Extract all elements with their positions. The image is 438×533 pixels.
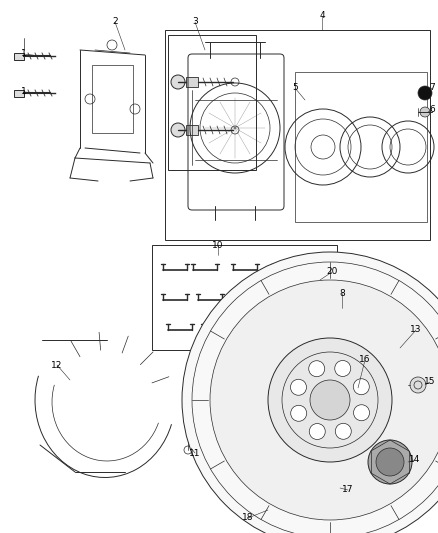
Circle shape — [352, 396, 360, 404]
Bar — [295, 72, 427, 222]
Text: 1: 1 — [21, 87, 27, 96]
Bar — [168, 35, 256, 170]
Circle shape — [300, 426, 308, 434]
Circle shape — [352, 426, 360, 434]
Circle shape — [376, 448, 404, 476]
Text: 12: 12 — [51, 360, 63, 369]
Circle shape — [300, 396, 308, 404]
Circle shape — [309, 424, 325, 440]
Bar — [390, 325, 428, 460]
Circle shape — [268, 338, 392, 462]
Bar — [14, 90, 24, 97]
Text: 7: 7 — [429, 84, 435, 93]
Text: 14: 14 — [410, 456, 420, 464]
Text: 18: 18 — [242, 513, 254, 522]
Circle shape — [410, 377, 426, 393]
Circle shape — [335, 360, 351, 376]
Text: 1: 1 — [21, 50, 27, 59]
Circle shape — [308, 393, 352, 437]
Text: 11: 11 — [189, 448, 201, 457]
Text: 15: 15 — [424, 377, 436, 386]
Text: 8: 8 — [339, 288, 345, 297]
Circle shape — [291, 405, 307, 421]
Text: 17: 17 — [342, 486, 354, 495]
Bar — [253, 498, 291, 522]
Text: 20: 20 — [326, 268, 338, 277]
Circle shape — [353, 379, 369, 395]
Circle shape — [368, 440, 412, 484]
Circle shape — [282, 367, 378, 463]
Circle shape — [290, 379, 307, 395]
Circle shape — [326, 441, 334, 449]
Text: 6: 6 — [429, 106, 435, 115]
Circle shape — [310, 380, 350, 420]
Text: 13: 13 — [410, 326, 422, 335]
Circle shape — [353, 405, 370, 421]
Bar — [14, 53, 24, 60]
Bar — [265, 318, 317, 476]
Circle shape — [182, 252, 438, 533]
Circle shape — [210, 280, 438, 520]
Bar — [267, 382, 315, 474]
Circle shape — [420, 107, 430, 117]
Bar — [152, 245, 337, 350]
Bar — [186, 77, 198, 87]
Bar — [165, 30, 430, 240]
Bar — [92, 65, 133, 133]
Bar — [392, 379, 426, 458]
Circle shape — [171, 75, 185, 89]
Bar — [248, 300, 433, 495]
Circle shape — [335, 423, 351, 439]
Text: 16: 16 — [359, 356, 371, 365]
Circle shape — [418, 86, 432, 100]
Bar — [330, 322, 378, 470]
Text: 3: 3 — [192, 18, 198, 27]
Text: 2: 2 — [112, 18, 118, 27]
Text: 4: 4 — [319, 12, 325, 20]
Circle shape — [326, 381, 334, 389]
Circle shape — [320, 405, 340, 425]
Text: 10: 10 — [212, 240, 224, 249]
Text: 5: 5 — [292, 84, 298, 93]
Circle shape — [171, 123, 185, 137]
Circle shape — [309, 361, 325, 377]
Bar — [186, 125, 198, 135]
Bar — [332, 382, 376, 468]
